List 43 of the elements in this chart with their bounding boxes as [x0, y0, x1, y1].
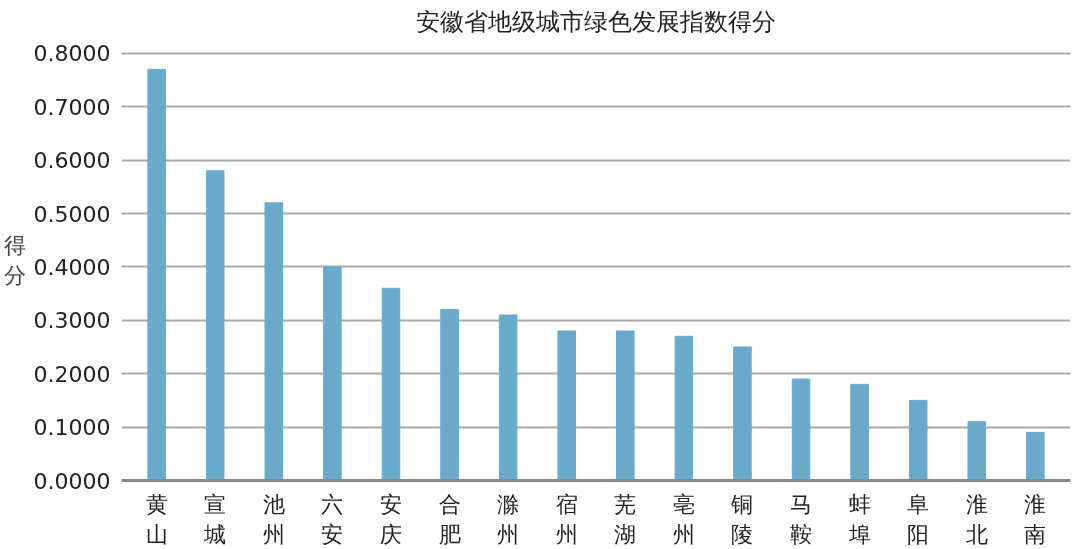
bar — [908, 399, 928, 481]
x-tick-label: 铜陵 — [730, 491, 754, 547]
bar — [850, 383, 869, 481]
x-tick-label: 淮南 — [1024, 491, 1047, 547]
bar — [1026, 431, 1045, 481]
y-tick-label: 0.8000 — [33, 41, 111, 67]
y-tick-label: 0.1000 — [33, 415, 111, 441]
x-tick-label: 亳州 — [672, 491, 695, 547]
bar — [323, 266, 342, 481]
x-tick-label: 合肥 — [438, 491, 461, 547]
x-tick-label: 宣城 — [203, 491, 227, 547]
bar — [147, 68, 166, 481]
bar — [674, 335, 694, 481]
x-tick-label: 安庆 — [379, 491, 402, 547]
y-tick-label: 0.5000 — [33, 201, 111, 227]
x-tick-label: 马鞍 — [790, 491, 813, 547]
x-tick-label: 黄山 — [145, 491, 168, 547]
y-tick-label: 0.4000 — [33, 254, 111, 280]
chart-title: 安徽省地级城市绿色发展指数得分 — [416, 7, 776, 36]
bar — [967, 421, 987, 481]
bar — [733, 346, 752, 481]
y-tick-label: 0.6000 — [33, 148, 111, 174]
y-tick-label: 0.0000 — [33, 468, 111, 494]
x-tick-label: 滁州 — [497, 491, 520, 547]
bar — [264, 202, 284, 481]
y-tick-label: 0.7000 — [33, 94, 111, 120]
x-tick-label: 芜湖 — [614, 491, 637, 547]
x-tick-label: 宿州 — [555, 491, 578, 547]
x-tick-label: 池州 — [262, 491, 285, 547]
x-tick-label: 淮北 — [965, 491, 988, 547]
bar — [440, 309, 459, 481]
y-tick-label: 0.3000 — [33, 308, 111, 334]
x-tick-label: 六安 — [321, 491, 344, 547]
x-tick-label: 蚌埠 — [847, 491, 871, 547]
bar — [557, 330, 576, 481]
bar — [616, 330, 635, 481]
bar — [205, 170, 225, 481]
bar — [498, 314, 518, 481]
y-axis-title: 得分 — [3, 233, 26, 288]
y-tick-label: 0.2000 — [33, 361, 111, 387]
bar — [791, 378, 811, 481]
x-tick-label: 阜阳 — [907, 491, 930, 547]
bar — [381, 287, 401, 481]
